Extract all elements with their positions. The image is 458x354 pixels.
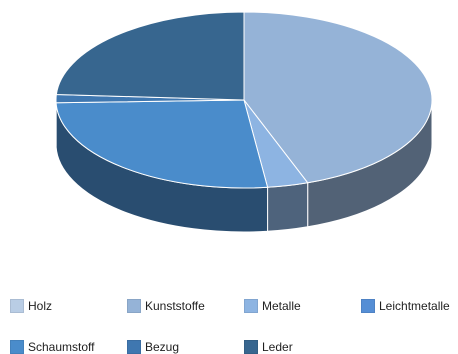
- legend-swatch-bezug: [127, 340, 141, 354]
- legend-item-holz[interactable]: Holz: [10, 299, 52, 313]
- legend-label-leichtmetalle: Leichtmetalle: [379, 299, 450, 313]
- legend-item-schaumstoff[interactable]: Schaumstoff: [10, 340, 94, 354]
- legend-swatch-schaumstoff: [10, 340, 24, 354]
- legend-swatch-holz: [10, 299, 24, 313]
- slice-leder[interactable]: Leder: [55, 11, 245, 101]
- slice-kunststoffe[interactable]: Kunststoffe: [243, 11, 433, 184]
- pie-sides: [55, 99, 433, 233]
- legend-item-leichtmetalle[interactable]: Leichtmetalle: [361, 299, 450, 313]
- legend-label-kunststoffe: Kunststoffe: [145, 299, 205, 313]
- legend-item-leder[interactable]: Leder: [244, 340, 293, 354]
- pie-chart: KunststoffeMetalleSchaumstoffBezugLeder: [55, 11, 433, 233]
- legend-swatch-metalle: [244, 299, 258, 313]
- legend-swatch-kunststoffe: [127, 299, 141, 313]
- legend-label-metalle: Metalle: [262, 299, 301, 313]
- legend-item-kunststoffe[interactable]: Kunststoffe: [127, 299, 205, 313]
- legend-label-bezug: Bezug: [145, 340, 180, 354]
- legend-swatch-leichtmetalle: [361, 299, 375, 313]
- legend-item-bezug[interactable]: Bezug: [127, 340, 179, 354]
- pie-top: KunststoffeMetalleSchaumstoffBezugLeder: [55, 11, 433, 189]
- legend-label-schaumstoff: Schaumstoff: [28, 340, 95, 354]
- legend-label-holz: Holz: [28, 299, 53, 313]
- slice-schaumstoff[interactable]: Schaumstoff: [55, 99, 269, 189]
- legend-label-leder: Leder: [262, 340, 293, 354]
- legend-item-metalle[interactable]: Metalle: [244, 299, 301, 313]
- legend-swatch-leder: [244, 340, 258, 354]
- slice-side-metalle: [267, 182, 309, 232]
